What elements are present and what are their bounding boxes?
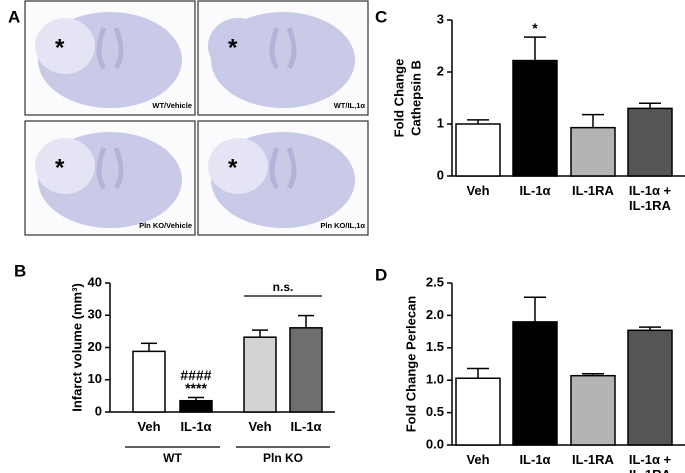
x-tick-label: IL-1α [180,419,212,434]
infarct-marker: * [55,34,65,61]
y-tick-label: 0.5 [426,404,444,419]
infarct [208,18,268,74]
y-tick-label: 2.0 [426,307,444,322]
x-tick-label: IL-1α [290,419,322,434]
infarct [35,138,95,194]
ventricle [96,27,124,70]
image-caption: WT/IL,1α [334,101,366,110]
x-tick-label: IL-1RA [572,183,614,198]
x-tick-label: IL-1α + IL-1RA [628,452,672,473]
group-label: WT [163,451,182,465]
annotation: #### [180,367,211,383]
image-caption: WT/Vehicle [152,101,192,110]
panel-label: C [375,7,387,26]
y-tick-label: 0.0 [426,436,444,451]
panel-label: D [375,265,387,284]
annotation: * [532,20,538,36]
y-axis-label: Fold Change [391,59,406,138]
y-axis-label: Infarct volume (mm³) [69,283,84,412]
infarct-marker: * [228,154,238,181]
bar [627,107,673,177]
image-caption: Pln KO/IL,1α [320,221,365,230]
y-tick-label: 20 [88,339,102,354]
bar [132,350,166,413]
y-tick-label: 2.5 [426,274,444,289]
bar [455,123,501,177]
x-tick-label: Veh [466,452,490,467]
y-tick-label: 3 [437,11,444,26]
infarct [35,18,95,74]
x-tick-label: IL-1RA [572,452,614,467]
bar [627,329,673,446]
y-tick-label: 40 [88,274,102,289]
y-axis-label: Cathepsin B [408,60,423,136]
annotation: **** [185,380,207,396]
x-tick-label: IL-1α + IL-1RA [628,183,672,213]
x-tick-label: Veh [137,419,161,434]
x-tick-label: IL-1α [519,183,551,198]
panel-label: B [14,261,26,280]
bar [512,59,558,177]
x-tick-label: Veh [466,183,490,198]
comparison-label: n.s. [273,280,294,294]
y-tick-label: 0 [95,403,102,418]
ventricle [269,27,297,70]
bar [455,377,501,446]
group-label: Pln KO [263,451,303,465]
image-caption: Pln KO/Vehicle [139,221,192,230]
bar [570,374,616,446]
panel-label: A [8,7,20,26]
infarct [208,138,268,194]
bar [570,126,616,177]
y-tick-label: 0 [437,167,444,182]
infarct-marker: * [228,34,238,61]
y-tick-label: 10 [88,371,102,386]
y-tick-label: 1.0 [426,372,444,387]
bar [243,336,277,413]
y-tick-label: 30 [88,307,102,322]
ventricle [96,147,124,190]
y-tick-label: 2 [437,63,444,78]
infarct-marker: * [55,154,65,181]
bar [289,327,323,413]
y-tick-label: 1.5 [426,339,444,354]
bar [512,321,558,446]
x-tick-label: IL-1α [519,452,551,467]
x-tick-label: Veh [248,419,272,434]
bar [179,399,213,413]
y-axis-label: Fold Change Perlecan [403,296,418,433]
y-tick-label: 1 [437,115,444,130]
ventricle [269,147,297,190]
